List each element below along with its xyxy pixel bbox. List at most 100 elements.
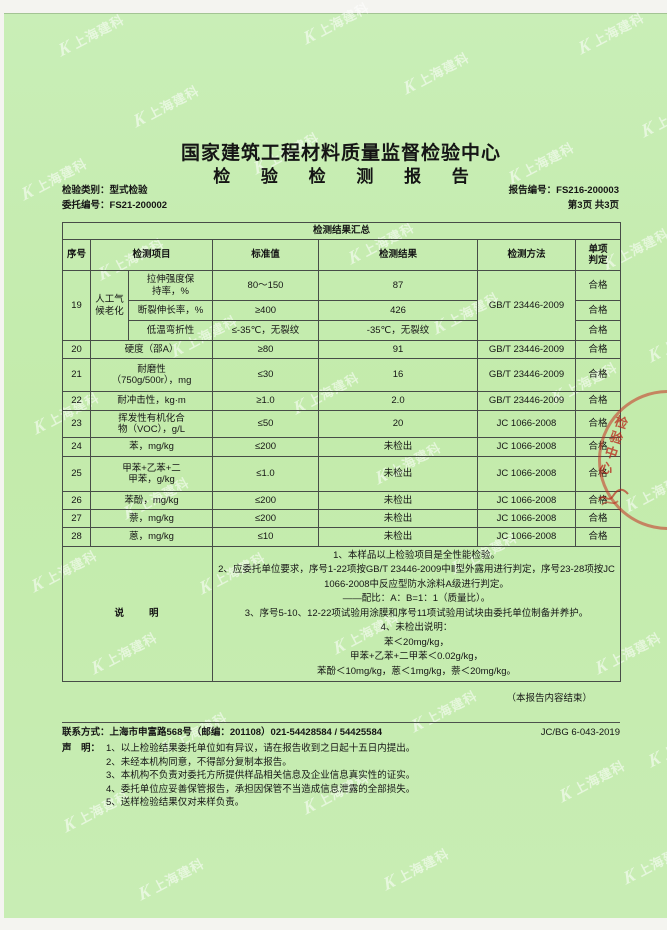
cell-item: 萘，mg/kg — [90, 509, 213, 528]
cell-judgement: 合格 — [575, 340, 621, 359]
table-row: 20 硬度（邵A） ≥80 91 GB/T 23446-2009 合格 — [62, 340, 621, 359]
cell-result: 未检出 — [318, 437, 478, 457]
footer: 联系方式：上海市申富路568号（邮编：201108）021-54428584 /… — [62, 722, 620, 810]
document-code: JC/BG 6-043-2019 — [540, 727, 620, 738]
cell-standard: ≤200 — [212, 509, 319, 528]
notes-row: 说 明 1、本样品以上检验项目是全性能检验。 2、应委托单位要求，序号1-22项… — [62, 546, 621, 682]
cell-group: 人工气 候老化 — [90, 270, 129, 341]
table-row: 28 蒽，mg/kg ≤10 未检出 JC 1066-2008 合格 — [62, 527, 621, 547]
cell-judgement: 合格 — [575, 527, 621, 547]
cell-item: 耐冲击性，kg·m — [90, 391, 213, 411]
cell-item: 耐磨性 （750g/500r），mg — [90, 358, 213, 392]
cell-result: 未检出 — [318, 491, 478, 510]
report-number: 报告编号：FS216-200003 — [508, 185, 619, 196]
cell-method: JC 1066-2008 — [477, 437, 576, 457]
cell-standard: ≥80 — [212, 340, 319, 359]
table-header-row: 序号 检测项目 标准值 检测结果 检测方法 单项 判定 — [62, 239, 621, 271]
cell-no: 24 — [62, 437, 91, 457]
cell-result: 未检出 — [318, 456, 478, 492]
cell-result: 未检出 — [318, 509, 478, 528]
table-row: 27 萘，mg/kg ≤200 未检出 JC 1066-2008 合格 — [62, 509, 621, 528]
cell-standard: ≤50 — [212, 410, 319, 438]
cell-result: 87 — [318, 270, 478, 301]
cell-standard: ≤-35℃，无裂纹 — [212, 320, 319, 341]
cell-method: GB/T 23446-2009 — [477, 340, 576, 359]
table-row: 23 挥发性有机化合 物（VOC），g/L ≤50 20 JC 1066-200… — [62, 410, 621, 438]
cell-item: 硬度（邵A） — [90, 340, 213, 359]
cell-no: 27 — [62, 509, 91, 528]
report-end-note: （本报告内容结束） — [506, 693, 592, 704]
statement-block: 声 明： 1、以上检验结果委托单位如有异议，请在报告收到之日起十五日内提出。 2… — [62, 742, 620, 810]
cell-standard: ≤1.0 — [212, 456, 319, 492]
statement-list: 1、以上检验结果委托单位如有异议，请在报告收到之日起十五日内提出。 2、未经本机… — [106, 743, 416, 808]
notes-content: 1、本样品以上检验项目是全性能检验。 2、应委托单位要求，序号1-22项按GB/… — [212, 546, 621, 682]
cell-method: JC 1066-2008 — [477, 527, 576, 547]
cell-judgement: 合格 — [575, 270, 621, 301]
cell-judgement: 合格 — [575, 358, 621, 392]
cell-result: 20 — [318, 410, 478, 438]
table-row: 26 苯酚，mg/kg ≤200 未检出 JC 1066-2008 合格 — [62, 491, 621, 510]
notes-label: 说 明 — [62, 546, 213, 682]
cell-standard: ≤30 — [212, 358, 319, 392]
cell-no: 21 — [62, 358, 91, 392]
contact-info: 联系方式：上海市申富路568号（邮编：201108）021-54428584 /… — [62, 727, 383, 738]
cell-result: 91 — [318, 340, 478, 359]
statement-label: 声 明： — [62, 743, 101, 754]
col-header-judgement: 单项 判定 — [575, 239, 621, 271]
cell-item: 拉伸强度保 持率，% — [128, 270, 213, 301]
table-row: 19 人工气 候老化 拉伸强度保 持率，% 80～150 87 GB/T 234… — [62, 270, 621, 341]
col-header-result: 检测结果 — [318, 239, 478, 271]
cell-judgement: 合格 — [575, 509, 621, 528]
cell-standard: ≤200 — [212, 437, 319, 457]
report-title: 检 验 检 测 报 告 — [213, 167, 482, 186]
col-header-item: 检测项目 — [90, 239, 213, 271]
commission-number: 委托编号：FS21-200002 — [62, 200, 168, 211]
cell-item: 挥发性有机化合 物（VOC），g/L — [90, 410, 213, 438]
inspection-category: 检验类别：型式检验 — [62, 185, 148, 196]
cell-result: 16 — [318, 358, 478, 392]
cell-item: 断裂伸长率，% — [128, 300, 213, 321]
cell-standard: ≥1.0 — [212, 391, 319, 411]
table-row: 22 耐冲击性，kg·m ≥1.0 2.0 GB/T 23446-2009 合格 — [62, 391, 621, 411]
results-table: 检测结果汇总 序号 检测项目 标准值 检测结果 检测方法 单项 判定 19 人工… — [62, 222, 621, 682]
cell-standard: ≥400 — [212, 300, 319, 321]
table-row: 21 耐磨性 （750g/500r），mg ≤30 16 GB/T 23446-… — [62, 358, 621, 392]
cell-item: 苯酚，mg/kg — [90, 491, 213, 510]
cell-item: 蒽，mg/kg — [90, 527, 213, 547]
cell-judgement: 合格 — [575, 300, 621, 321]
cell-no: 20 — [62, 340, 91, 359]
col-header-standard: 标准值 — [212, 239, 319, 271]
cell-judgement: 合格 — [575, 391, 621, 411]
cell-method: GB/T 23446-2009 — [477, 391, 576, 411]
cell-result: -35℃，无裂纹 — [318, 320, 478, 341]
page-indicator: 第3页 共3页 — [567, 200, 619, 211]
cell-item: 苯，mg/kg — [90, 437, 213, 457]
cell-method: JC 1066-2008 — [477, 456, 576, 492]
col-header-no: 序号 — [62, 239, 91, 271]
cell-no: 28 — [62, 527, 91, 547]
cell-item: 甲苯+乙苯+二 甲苯，g/kg — [90, 456, 213, 492]
cell-no: 19 — [62, 270, 91, 341]
report-meta: 检验类别：型式检验 报告编号：FS216-200003 委托编号：FS21-20… — [62, 183, 619, 213]
cell-method: GB/T 23446-2009 — [477, 358, 576, 392]
table-title: 检测结果汇总 — [62, 222, 621, 240]
cell-no: 22 — [62, 391, 91, 411]
cell-result: 未检出 — [318, 527, 478, 547]
cell-standard: ≤200 — [212, 491, 319, 510]
cell-judgement: 合格 — [575, 320, 621, 341]
cell-result: 2.0 — [318, 391, 478, 411]
cell-no: 23 — [62, 410, 91, 438]
cell-method: JC 1066-2008 — [477, 491, 576, 510]
cell-no: 25 — [62, 456, 91, 492]
table-row: 低温弯折性 ≤-35℃，无裂纹 -35℃，无裂纹 合格 — [63, 320, 621, 341]
cell-item: 低温弯折性 — [128, 320, 213, 341]
cell-standard: ≤10 — [212, 527, 319, 547]
table-row: 25 甲苯+乙苯+二 甲苯，g/kg ≤1.0 未检出 JC 1066-2008… — [62, 456, 621, 492]
stamp-signature-icon — [598, 488, 629, 506]
cell-method: JC 1066-2008 — [477, 410, 576, 438]
table-title-row: 检测结果汇总 — [62, 222, 621, 240]
cell-standard: 80～150 — [212, 270, 319, 301]
col-header-method: 检测方法 — [477, 239, 576, 271]
cell-result: 426 — [318, 300, 478, 321]
